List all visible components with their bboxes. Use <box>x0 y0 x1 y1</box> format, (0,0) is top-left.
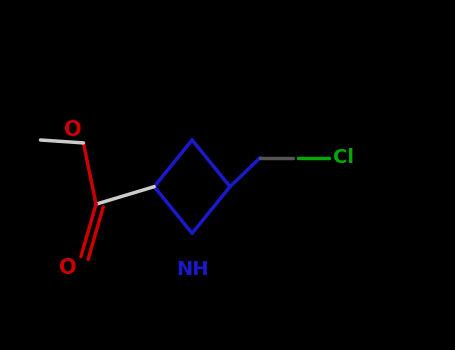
Text: NH: NH <box>176 260 208 279</box>
Text: O: O <box>65 119 82 140</box>
Text: Cl: Cl <box>333 148 354 167</box>
Text: O: O <box>60 258 77 278</box>
